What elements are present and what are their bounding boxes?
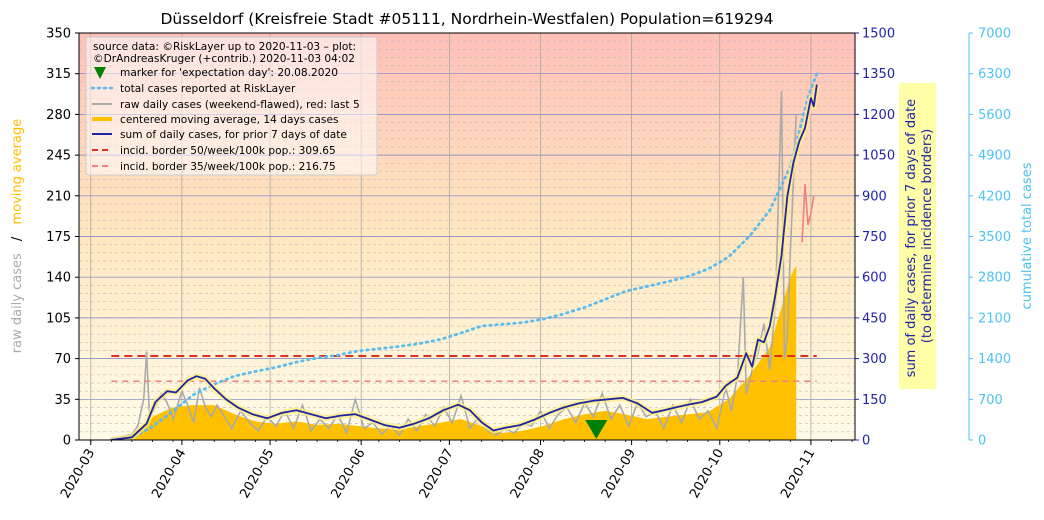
right-axis-label: sum of daily cases, for prior 7 days of … [904, 95, 935, 378]
left-axis-tick-label: 0 [63, 434, 71, 449]
right-axis-label-line1: sum of daily cases, for prior 7 days of … [904, 99, 919, 378]
right-axis-tick-label: 0 [862, 434, 870, 449]
right-axis-label-line2: (to determine incidence borders) [920, 129, 935, 344]
far-right-axis-tick-label: 7000 [978, 27, 1011, 42]
left-axis-tick-label: 210 [46, 189, 71, 204]
legend-entry-border35: incid. border 35/week/100k pop.: 216.75 [120, 161, 336, 173]
sum7-line [111, 84, 818, 440]
raw-last5-line [801, 184, 815, 243]
x-axis-tick-label: 2020-10 [687, 447, 727, 502]
x-axis-tick-label: 2020-06 [328, 447, 368, 502]
x-axis-tick-label: 2020-09 [599, 447, 639, 502]
left-axis-label: raw daily cases / moving average [10, 119, 25, 353]
right-axis-tick-label: 300 [862, 352, 887, 367]
left-axis-tick-label: 350 [46, 27, 71, 42]
far-right-axis-tick-label: 1400 [978, 352, 1011, 367]
data-layer [109, 72, 820, 440]
left-axis-tick-label: 175 [46, 230, 71, 245]
legend-marker-swatch [94, 67, 106, 79]
right-axis-tick-label: 1500 [862, 27, 895, 42]
legend-box [85, 36, 378, 176]
x-axis-tick-label: 2020-03 [58, 447, 98, 502]
right-axis-tick-label: 600 [862, 271, 887, 286]
legend-credit-line: ©DrAndreasKruger (+contrib.) 2020-11-03 … [93, 53, 355, 65]
far-right-axis-tick-label: 4200 [978, 189, 1011, 204]
far-right-axis-tick-label: 4900 [978, 149, 1011, 164]
x-axis-tick-label: 2020-04 [149, 447, 189, 502]
legend-entry-marker: marker for 'expectation day': 20.08.2020 [120, 67, 338, 79]
moving-average-area [111, 265, 797, 440]
left-axis-tick-label: 245 [46, 149, 71, 164]
far-right-axis-tick-label: 3500 [978, 230, 1011, 245]
right-axis-tick-label: 1200 [862, 108, 895, 123]
legend: source data: ©RiskLayer up to 2020-11-03… [85, 36, 378, 176]
expectation-day-marker [585, 420, 608, 439]
raw-daily-label: raw daily cases [10, 253, 25, 353]
legend-entry-total: total cases reported at RiskLayer [120, 83, 296, 95]
right-label-box [899, 83, 936, 389]
left-axis-tick-label: 140 [46, 271, 71, 286]
legend-entry-border50: incid. border 50/week/100k pop.: 309.65 [120, 145, 336, 157]
right-axis-tick-label: 1050 [862, 149, 895, 164]
raw-daily-line [111, 91, 797, 440]
right-axis-tick-label: 900 [862, 189, 887, 204]
right-axis-tick-label: 150 [862, 393, 887, 408]
far-right-axis-tick-label: 0 [978, 434, 986, 449]
moving-average-label: moving average [10, 119, 25, 225]
left-axis-tick-label: 280 [46, 108, 71, 123]
right-axis-tick-label: 1350 [862, 67, 895, 82]
right-axis-tick-label: 450 [862, 311, 887, 326]
left-axis-tick-label: 70 [54, 352, 71, 367]
x-axis-tick-label: 2020-08 [508, 447, 548, 502]
far-right-axis-tick-label: 5600 [978, 108, 1011, 123]
far-right-axis-tick-label: 2100 [978, 311, 1011, 326]
x-axis-tick-label: 2020-05 [237, 447, 277, 502]
left-axis-tick-label: 315 [46, 67, 71, 82]
far-right-axis-tick-label: 2800 [978, 271, 1011, 286]
far-right-axis-tick-label: 700 [978, 393, 1003, 408]
legend-entry-sum7: sum of daily cases, for prior 7 days of … [120, 129, 347, 141]
legend-source-line: source data: ©RiskLayer up to 2020-11-03… [93, 41, 356, 53]
chart-title: Düsseldorf (Kreisfreie Stadt #05111, Nor… [160, 10, 773, 28]
left-axis-tick-label: 35 [54, 393, 71, 408]
left-axis-tick-label: 105 [46, 311, 71, 326]
legend-entry-avg: centered moving average, 14 days cases [120, 114, 338, 126]
x-axis-tick-label: 2020-07 [417, 447, 457, 502]
far-right-axis-label: cumulative total cases [1020, 162, 1035, 309]
legend-entry-raw: raw daily cases (weekend-flawed), red: l… [120, 99, 360, 111]
label-separator: / [10, 236, 25, 241]
far-right-axis-tick-label: 6300 [978, 67, 1011, 82]
right-axis-tick-label: 750 [862, 230, 887, 245]
x-axis-tick-label: 2020-11 [778, 447, 818, 502]
